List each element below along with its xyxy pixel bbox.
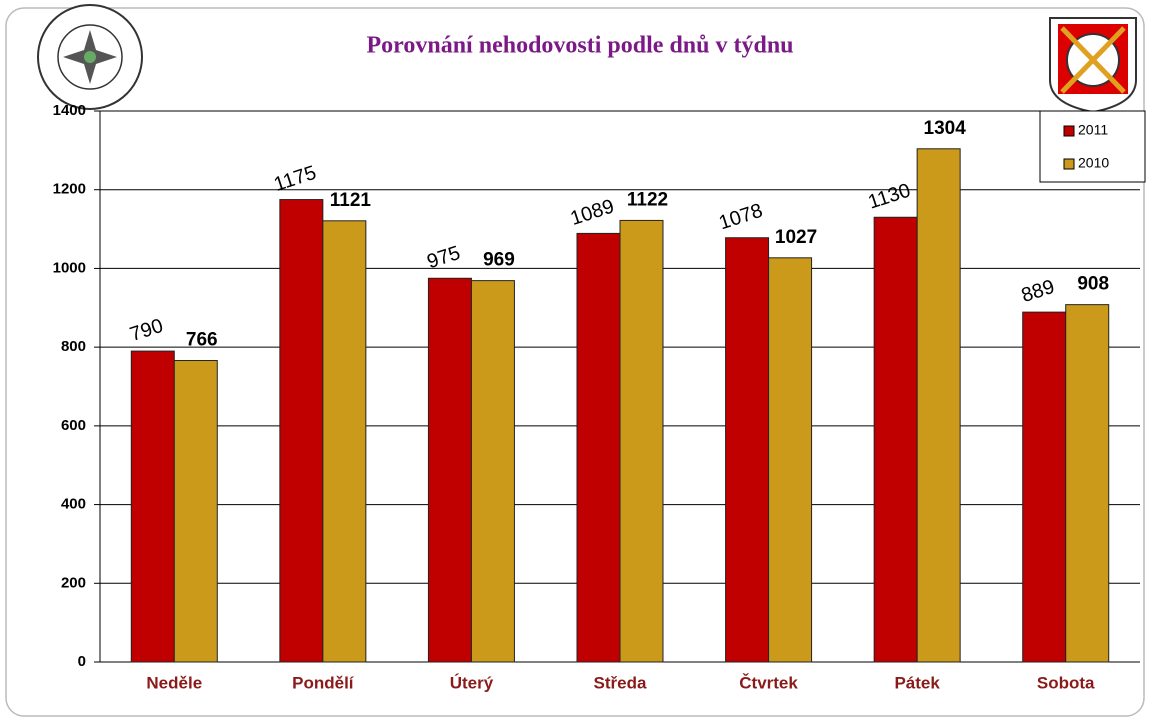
y-tick-label: 200 [61,574,86,591]
y-tick-label: 400 [61,496,86,513]
bar [916,148,961,663]
data-label: 889 [1019,276,1058,307]
bar [576,232,621,663]
data-label: 766 [186,330,218,351]
bar [619,219,664,663]
emblem [1049,17,1137,114]
x-tick-label: Sobota [1037,673,1095,692]
x-tick-label: Pátek [894,673,940,692]
y-tick-label: 1000 [53,259,86,276]
legend-box [1039,110,1146,183]
bar [1022,311,1067,663]
data-label: 908 [1077,274,1109,295]
x-tick-label: Středa [594,673,647,692]
legend-label: 2011 [1078,122,1108,138]
bar [130,350,175,663]
y-tick-label: 800 [61,338,86,355]
y-tick-label: 600 [61,417,86,434]
x-tick-label: Pondělí [292,673,355,692]
data-label: 1027 [775,227,817,248]
data-label: 1089 [568,195,617,230]
data-label: 1175 [271,162,319,196]
y-tick-label: 1400 [53,102,86,119]
legend-swatch [1063,158,1075,170]
frame [5,7,1145,717]
legend-swatch [1063,125,1075,137]
bar [427,277,472,663]
data-label: 790 [127,315,166,346]
bar [768,257,813,663]
y-tick-label: 0 [78,653,86,670]
data-label: 1130 [866,179,914,213]
bar [470,280,515,663]
data-label: 1078 [716,200,765,235]
data-label: 969 [483,250,515,271]
bar [173,360,218,663]
x-tick-label: Úterý [450,673,494,692]
chart-title: Porovnání nehodovosti podle dnů v týdnu [366,33,793,59]
y-tick-label: 1200 [53,181,86,198]
data-label: 1304 [924,118,967,139]
bar [873,216,918,663]
bar [1065,304,1110,663]
data-label: 1121 [330,190,372,211]
x-tick-label: Neděle [146,673,202,692]
x-tick-label: Čtvrtek [739,673,798,692]
bar [725,237,770,663]
legend-label: 2010 [1078,155,1109,171]
data-label: 1122 [627,189,668,210]
bar [279,199,324,663]
bar [322,220,367,663]
police-logo [37,4,143,110]
